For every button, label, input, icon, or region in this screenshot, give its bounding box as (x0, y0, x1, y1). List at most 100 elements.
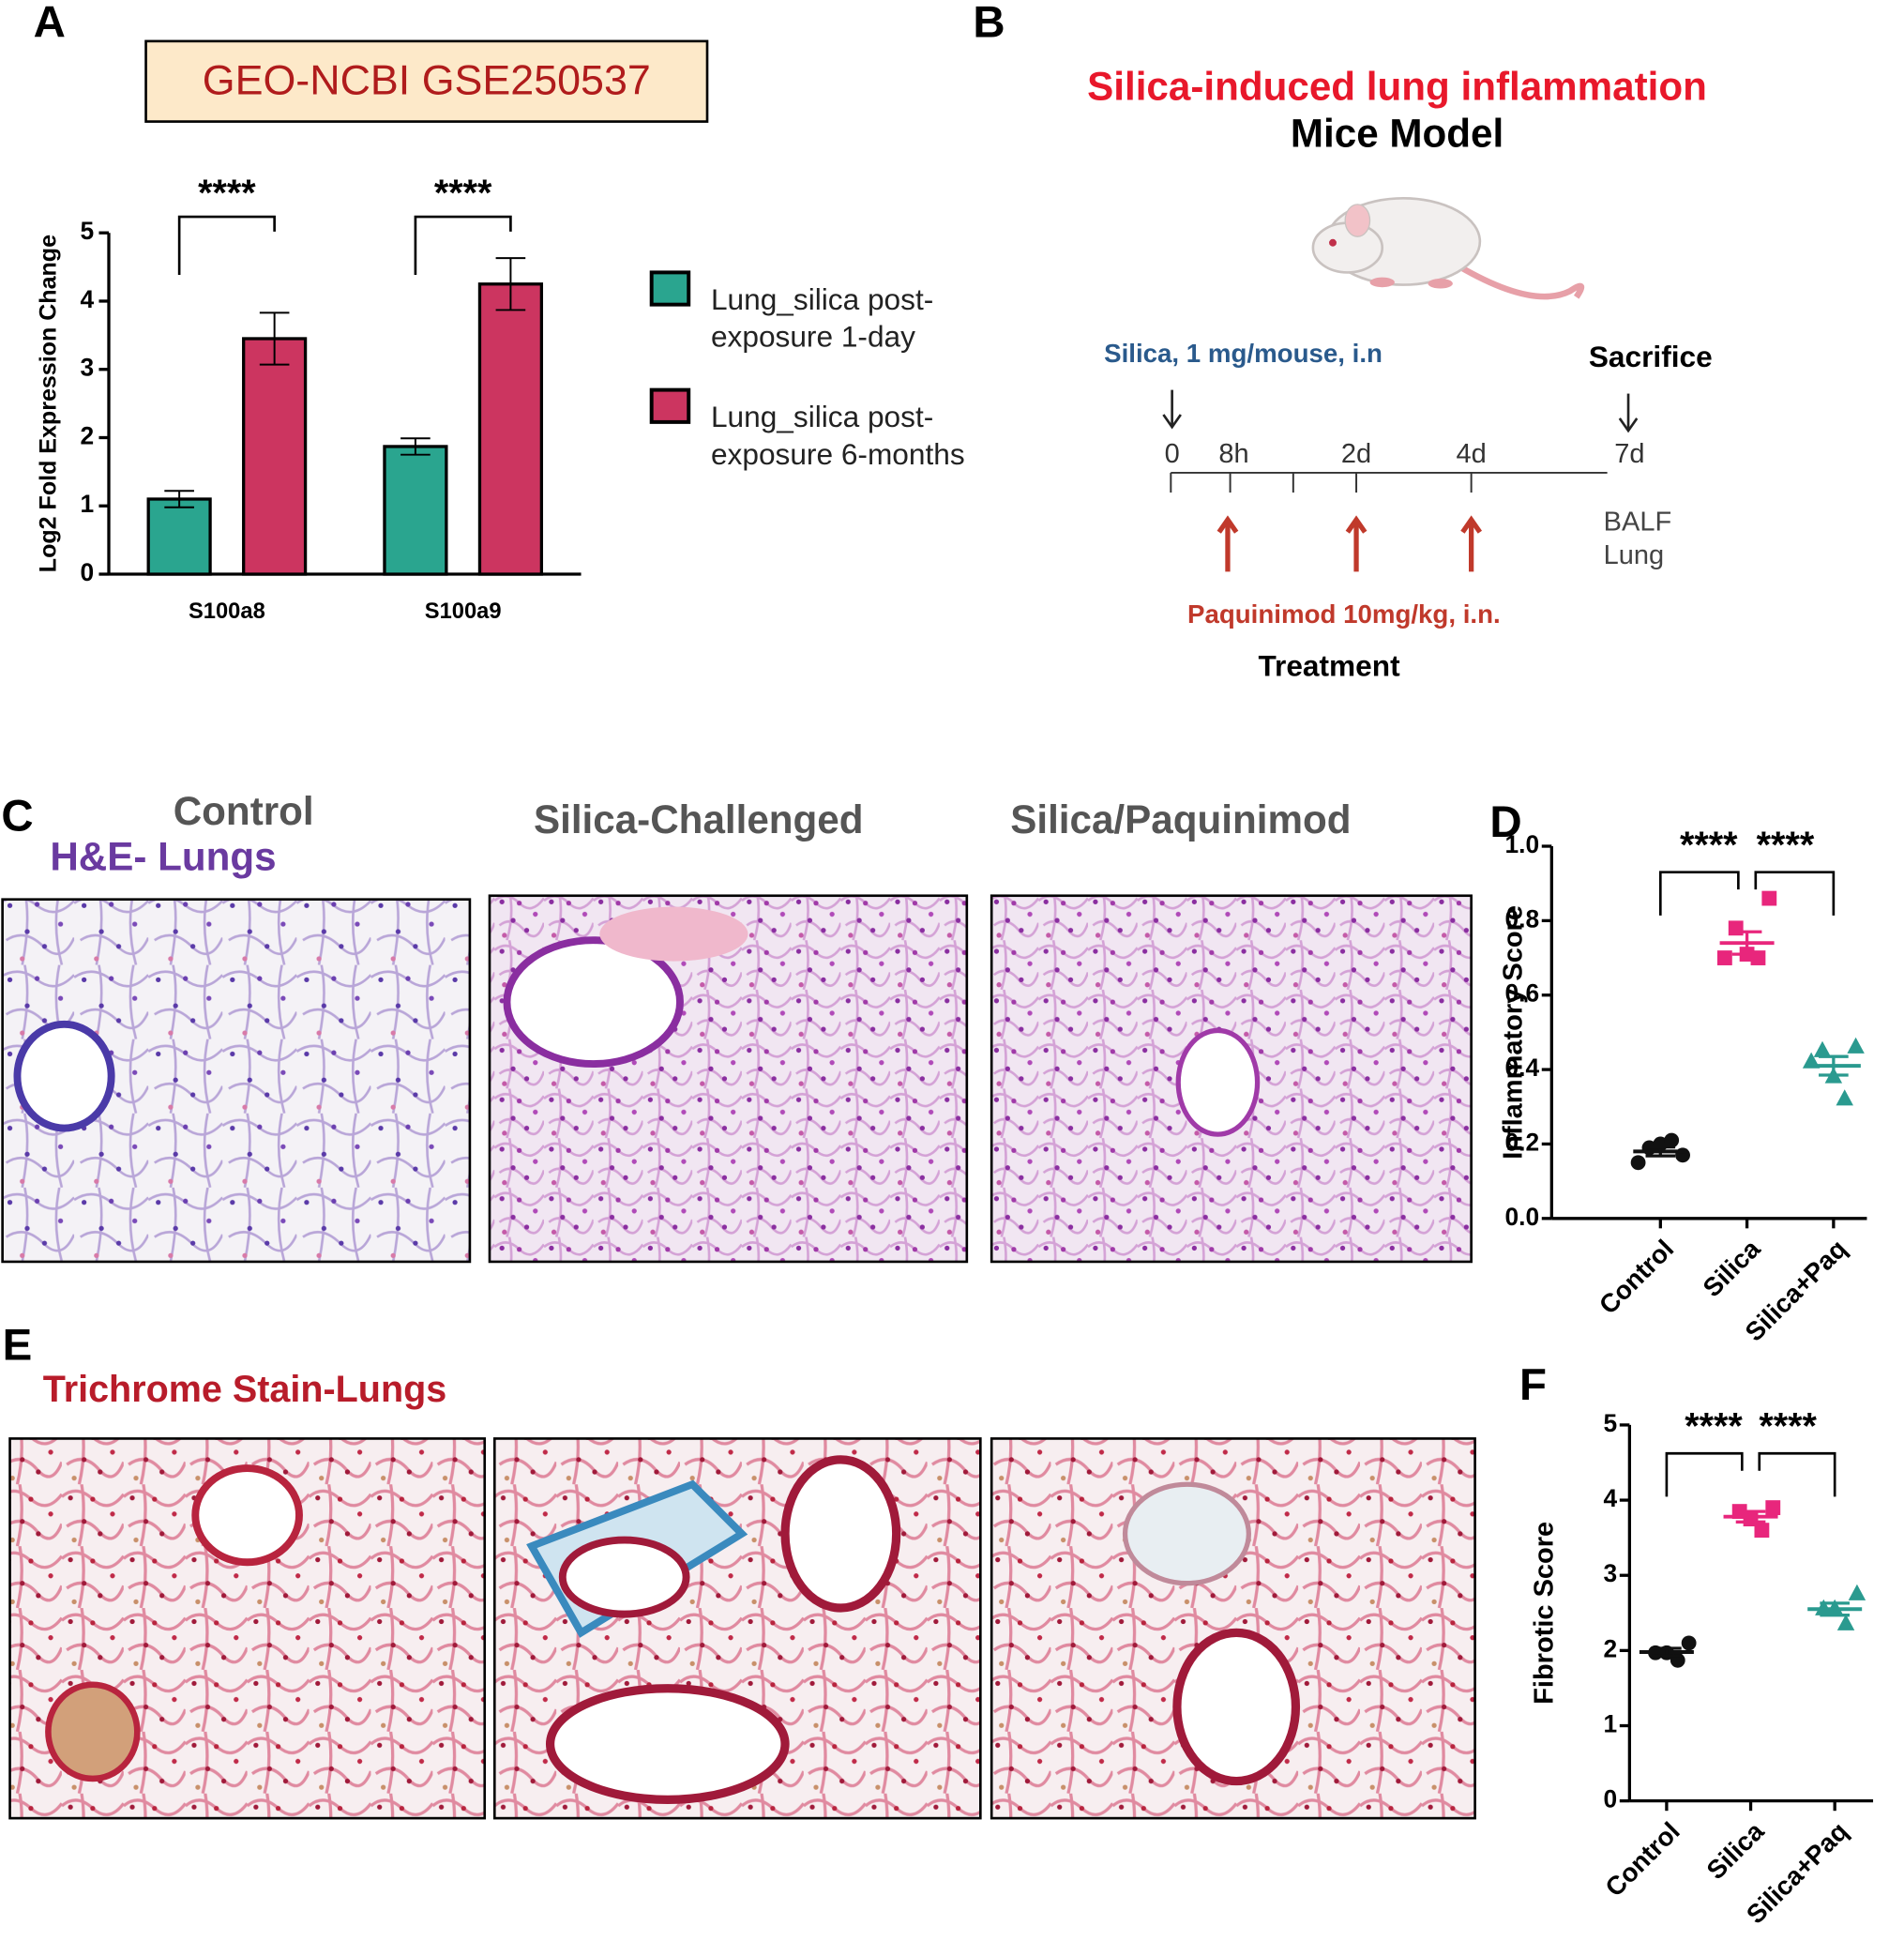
y-axis-label: Inflammatory Score (1498, 905, 1528, 1160)
histology-label: Silica-Challenged (534, 797, 864, 842)
legend-swatch (649, 387, 691, 424)
legend-swatch (649, 270, 691, 307)
x-tick-label: Control (1599, 1816, 1685, 1902)
panel-label: C (1, 792, 33, 842)
y-tick-label: 4 (1604, 1484, 1618, 1512)
bar (242, 337, 308, 576)
x-tick-label: Silica (1700, 1816, 1769, 1885)
y-tick-label: 0.0 (1504, 1203, 1539, 1231)
significance-bracket (414, 215, 512, 276)
point (1847, 1037, 1865, 1054)
y-tick-label: 0.6 (1504, 979, 1539, 1008)
vessel (1122, 1481, 1251, 1586)
y-tick-label: 3 (1604, 1559, 1618, 1587)
y-tick-label: 2 (1604, 1634, 1618, 1662)
point (1664, 1132, 1680, 1148)
significance-bracket (1665, 1451, 1744, 1497)
timepoint-label: 7d (1614, 439, 1644, 469)
mouse-illustration (1311, 196, 1585, 300)
airway (558, 1536, 690, 1618)
histology-label: Control (174, 789, 314, 833)
bar (146, 497, 212, 576)
airway (191, 1464, 303, 1567)
y-tick-label: 0 (81, 558, 95, 586)
y-tick-label: 0.4 (1504, 1054, 1539, 1082)
y-tick-label: 0.8 (1504, 904, 1539, 933)
point (1630, 1155, 1646, 1171)
significance-bracket (1659, 871, 1740, 916)
treatment-label: Treatment (1258, 649, 1400, 683)
significance-bracket (1754, 871, 1836, 916)
arrow-head (1460, 515, 1483, 534)
airway (1172, 1628, 1301, 1786)
airway (545, 1684, 790, 1804)
airway (780, 1455, 901, 1613)
y-tick-label: 1 (1604, 1709, 1618, 1737)
diagram-title: Silica-induced lung inflammation (1087, 64, 1707, 108)
point (1836, 1089, 1853, 1106)
significance-label: **** (1759, 1405, 1817, 1447)
point (1716, 950, 1732, 965)
significance-label: **** (1685, 1405, 1743, 1447)
panel-label: A (34, 0, 66, 47)
y-tick-label: 5 (81, 217, 95, 245)
point (1761, 890, 1777, 906)
arrow-head (1345, 515, 1368, 534)
y-tick-label: 0.2 (1504, 1128, 1539, 1156)
panel-label: E (3, 1321, 33, 1371)
point (1836, 1614, 1855, 1630)
timepoint-label: 8h (1218, 439, 1248, 469)
sample-label: Lung (1604, 540, 1665, 570)
y-tick-label: 1.0 (1504, 830, 1539, 858)
x-tick-label: S100a8 (189, 599, 265, 624)
significance-label: **** (1757, 825, 1815, 866)
bar (477, 282, 544, 576)
y-axis-label: Log2 Fold Expression Change (35, 235, 61, 572)
y-tick-label: 4 (81, 285, 95, 313)
histology-label: H&E- Lungs (50, 835, 276, 879)
x-tick-label: Silica (1697, 1234, 1765, 1302)
timepoint-label: 0 (1165, 439, 1180, 469)
airway (13, 1020, 115, 1132)
airway (1175, 1027, 1261, 1137)
legend-label: Lung_silica post-exposure 6-months (711, 401, 965, 472)
y-tick-label: 1 (81, 490, 95, 518)
arrow-head (1162, 414, 1182, 430)
point (1848, 1584, 1866, 1600)
annotation-box (144, 39, 709, 123)
significance-label: **** (434, 173, 492, 214)
bar (383, 445, 448, 576)
arrow-head (1216, 515, 1239, 534)
point (1681, 1635, 1697, 1651)
exposure-label: Silica, 1 mg/mouse, i.n (1104, 339, 1383, 368)
panel-label: B (973, 0, 1005, 47)
significance-bracket (177, 215, 276, 276)
significance-label: **** (198, 173, 256, 214)
timepoint-label: 4d (1457, 439, 1487, 469)
airway (503, 936, 684, 1068)
point (1813, 1040, 1832, 1057)
x-tick-label: S100a9 (425, 599, 502, 624)
histology-label: Silica/Paquinimod (1010, 797, 1351, 842)
vessel (45, 1681, 141, 1782)
y-tick-label: 2 (81, 421, 95, 449)
significance-label: **** (1680, 825, 1738, 866)
timepoint-label: 2d (1341, 439, 1371, 469)
point (1754, 1523, 1770, 1539)
y-axis-label: Fibrotic Score (1529, 1522, 1559, 1705)
vessel (599, 906, 748, 962)
annotation-box-text: GEO-NCBI GSE250537 (203, 57, 651, 104)
sample-label: BALF (1604, 508, 1672, 538)
y-tick-label: 3 (81, 354, 95, 382)
x-tick-label: Control (1594, 1234, 1679, 1319)
y-tick-label: 5 (1604, 1409, 1618, 1437)
y-tick-label: 0 (1604, 1785, 1618, 1813)
point (1765, 1500, 1781, 1516)
legend-label: Lung_silica post-exposure 1-day (711, 282, 933, 354)
diagram-subtitle: Mice Model (1291, 112, 1504, 156)
arrow-head (1618, 417, 1639, 433)
endpoint-label: Sacrifice (1589, 340, 1713, 373)
panel-label: F (1519, 1360, 1547, 1410)
histology-label: Trichrome Stain-Lungs (43, 1369, 447, 1410)
